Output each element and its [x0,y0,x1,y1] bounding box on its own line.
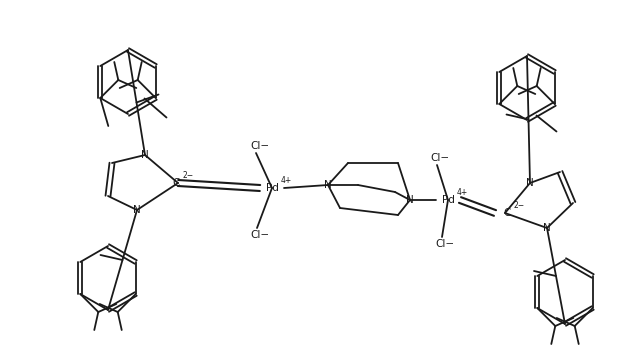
Text: Cl−: Cl− [435,239,455,249]
Text: 2−: 2− [513,201,524,210]
Text: C: C [503,208,511,218]
Text: N: N [133,205,141,215]
Text: 4+: 4+ [281,176,292,185]
Text: N: N [141,150,149,160]
Text: 4+: 4+ [457,187,468,196]
Text: Cl−: Cl− [251,141,269,151]
Text: Pd: Pd [266,183,279,193]
Text: N: N [543,223,551,233]
Text: Cl−: Cl− [430,153,450,163]
Text: Pd: Pd [442,195,455,205]
Text: Cl−: Cl− [251,230,269,240]
Text: 2−: 2− [182,171,193,180]
Text: N: N [324,180,332,190]
Text: N: N [406,195,414,205]
Text: C: C [172,178,180,188]
Text: N: N [526,178,534,188]
